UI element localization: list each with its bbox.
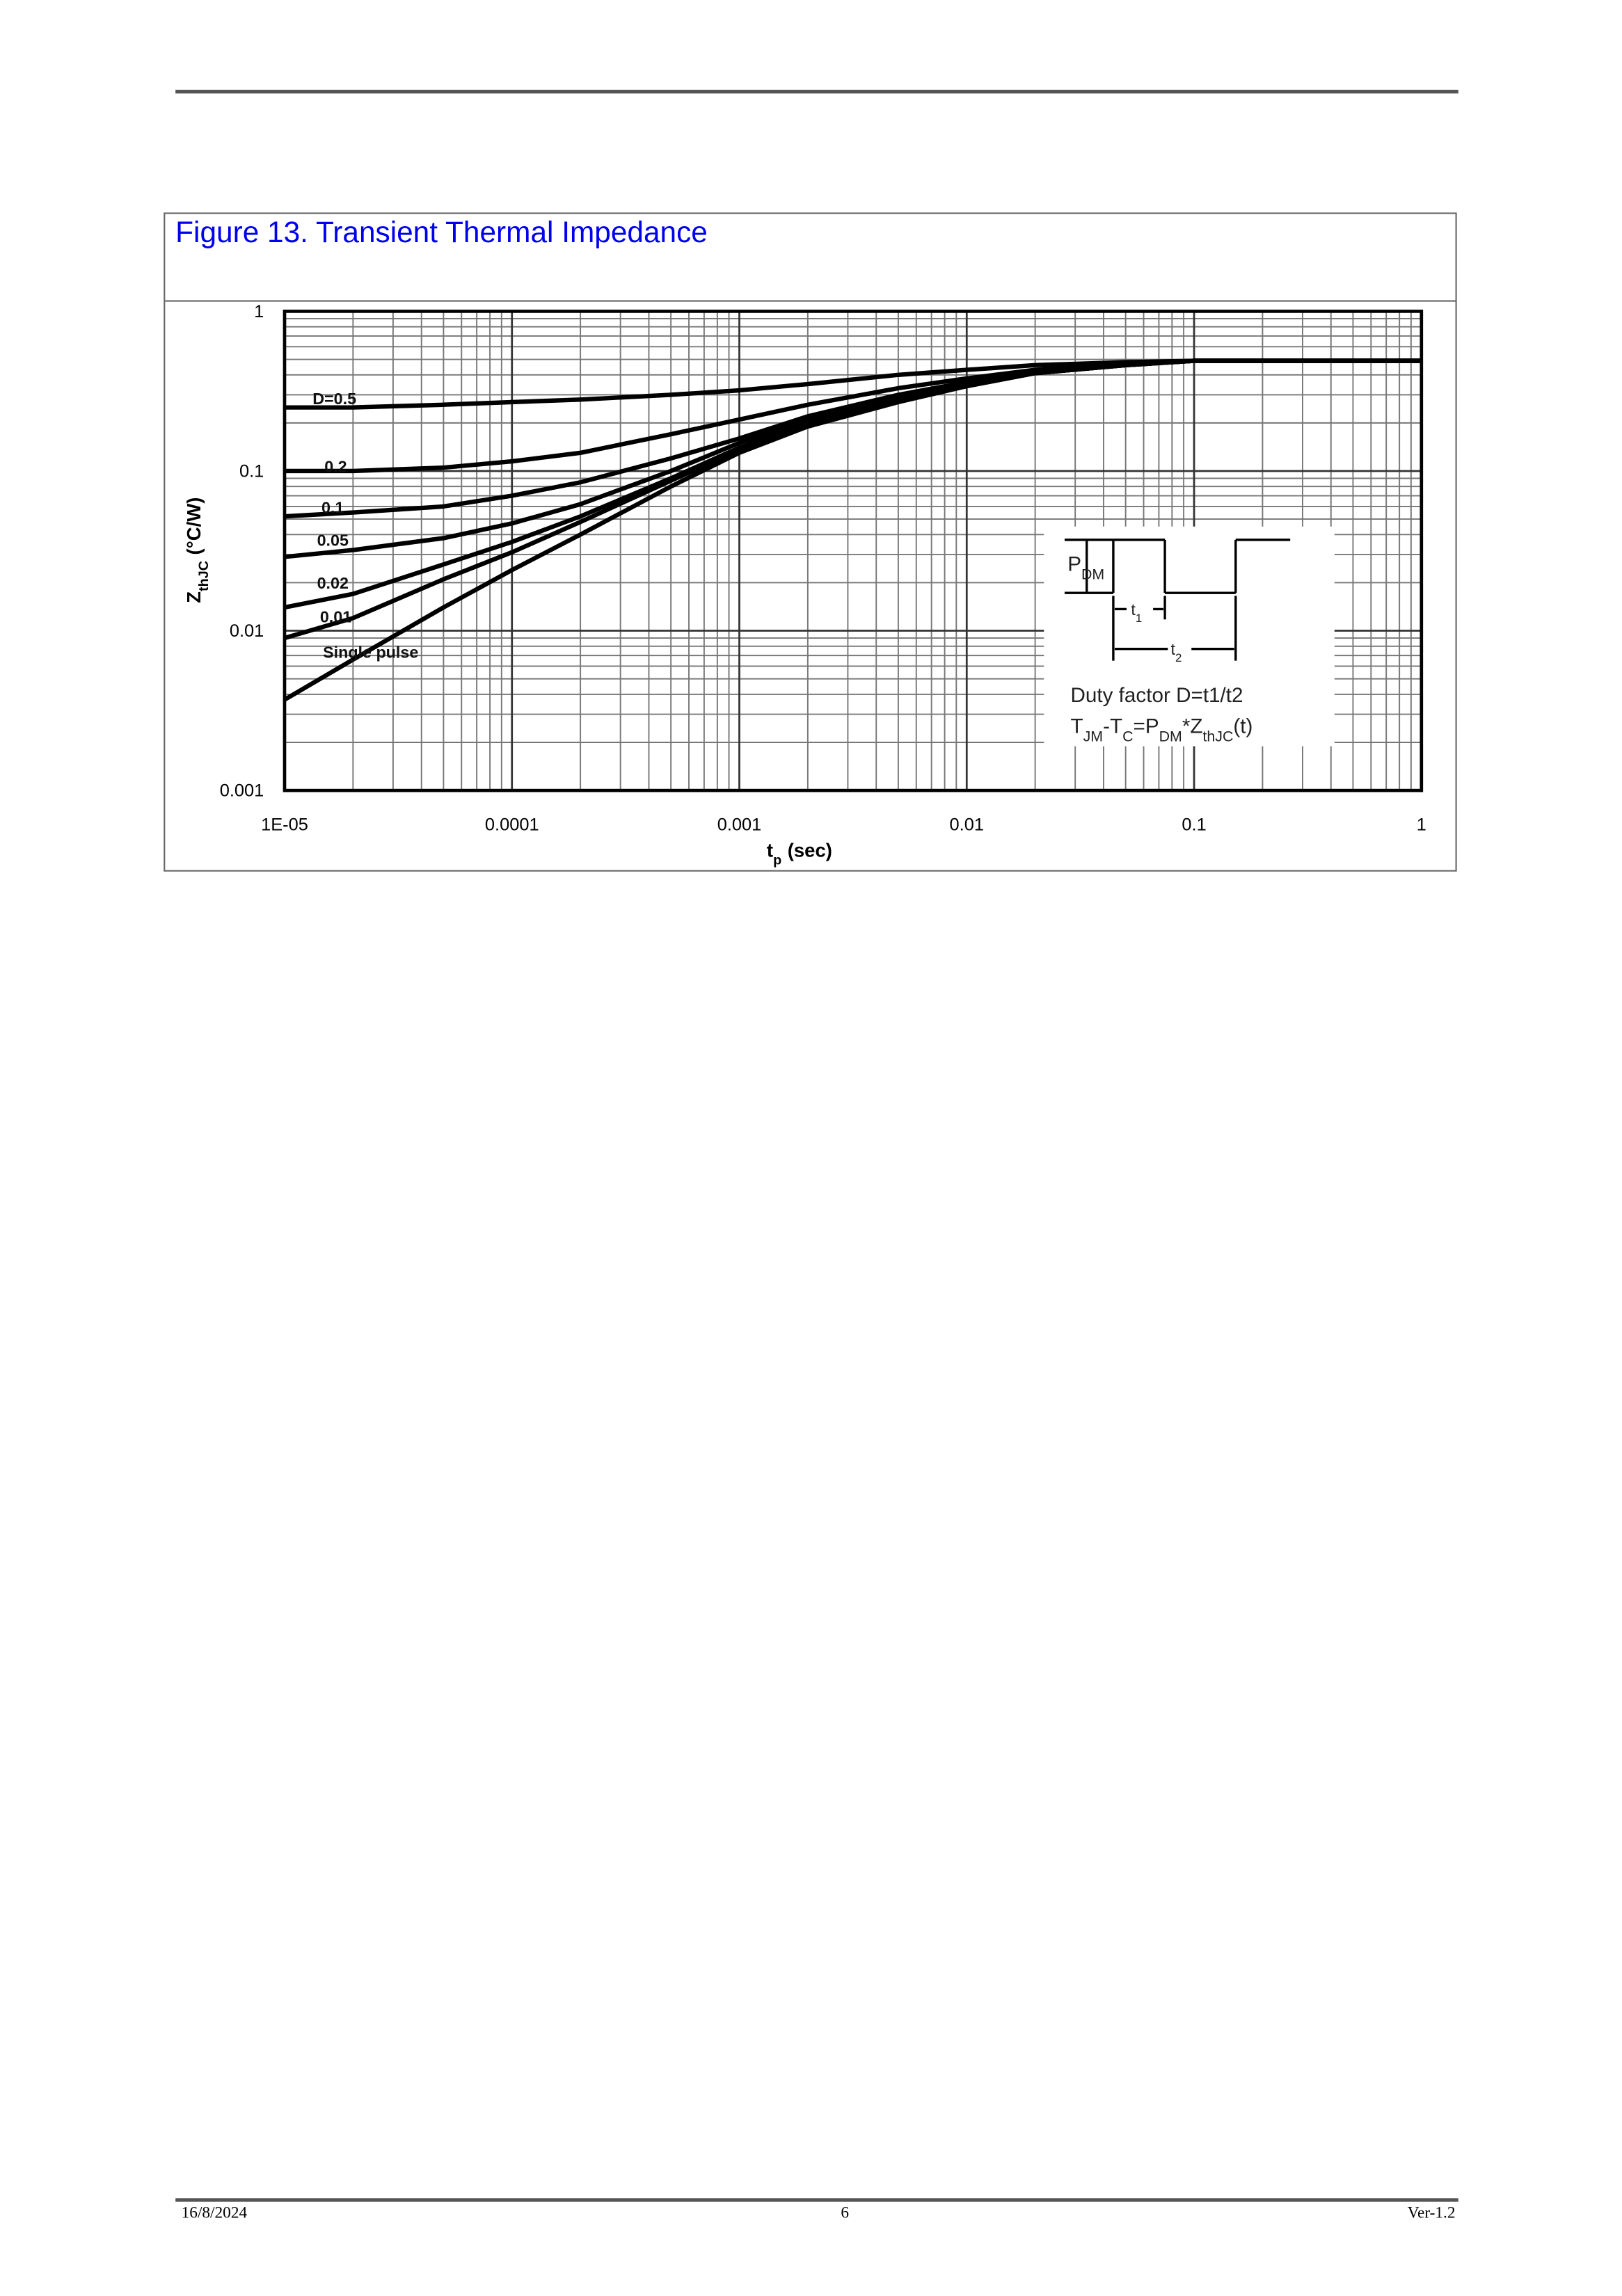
x-tick-label: 0.001 <box>717 815 762 834</box>
t1-label-part: 1 <box>1136 611 1142 624</box>
formula-text-part: DM <box>1159 728 1182 744</box>
formula-text: TJM-TC=PDM*ZthJC(t) <box>1070 715 1253 744</box>
plot-border <box>283 310 1424 792</box>
formula-text-part: *Z <box>1182 715 1203 738</box>
pdm-label: PDM <box>1067 552 1104 582</box>
y-tick-label: 0.01 <box>230 621 264 641</box>
t2-label-part: 2 <box>1175 651 1182 664</box>
x-tick-label: 0.0001 <box>485 815 539 834</box>
curve-label: 0.01 <box>320 608 351 626</box>
figure-title: Figure 13. Transient Thermal Impedance <box>175 216 708 248</box>
formula-text-part: (t) <box>1233 715 1253 738</box>
footer-version: Ver-1.2 <box>1408 2203 1456 2222</box>
x-tick-label: 0.1 <box>1182 815 1206 834</box>
formula-text-part: T <box>1070 715 1083 738</box>
curve-label: 0.05 <box>317 531 349 549</box>
x-axis-title-part: p <box>773 852 781 868</box>
y-tick-label: 0.001 <box>220 781 264 801</box>
x-tick-label: 1E-05 <box>261 815 308 834</box>
curve-label: D=0.5 <box>312 390 356 408</box>
y-axis-title-part: (°C/W) <box>183 497 205 555</box>
y-axis-title-part: Z <box>183 591 205 603</box>
formula-text-part: JM <box>1083 728 1103 744</box>
x-axis-title-part: (sec) <box>788 839 832 861</box>
formula-text-part: thJC <box>1202 728 1233 744</box>
y-axis-title-part: thJC <box>196 561 212 591</box>
x-axis-title-part: t <box>767 839 773 861</box>
x-axis-title: tp (sec) <box>767 839 832 868</box>
figure-frame <box>164 212 1457 872</box>
formula-text-part: C <box>1122 728 1133 744</box>
inset-background <box>1044 526 1335 747</box>
curve-label: 0.1 <box>321 499 344 517</box>
duty-factor-text: Duty factor D=t1/t2 <box>1070 684 1243 707</box>
pdm-label-part: DM <box>1081 566 1104 582</box>
footer-page: 6 <box>841 2203 849 2222</box>
formula-text-part: -T <box>1103 715 1122 738</box>
formula-text-part: =P <box>1134 715 1159 738</box>
curve-label: 0.02 <box>317 574 349 592</box>
footer-date: 16/8/2024 <box>182 2203 248 2222</box>
x-tick-label: 1 <box>1417 815 1426 834</box>
curve <box>283 358 1422 702</box>
curve-label: 0.2 <box>324 457 347 475</box>
t2-label-part: t <box>1171 640 1176 658</box>
t1-label-part: t <box>1131 600 1136 619</box>
y-tick-label: 0.1 <box>239 461 264 481</box>
y-tick-label: 1 <box>254 302 264 321</box>
pdm-label-part: P <box>1067 552 1081 575</box>
curve-label: Single pulse <box>323 643 418 661</box>
plot: 1E-05 0.0001 0.001 0.01 0.1 10.0010.010.11PDM… <box>183 302 1426 868</box>
t2-label: t2 <box>1171 640 1182 664</box>
x-tick-label: 0.01 <box>950 815 984 834</box>
t1-label: t1 <box>1131 600 1142 625</box>
y-axis-title: ZthJC (°C/W) <box>183 497 212 603</box>
